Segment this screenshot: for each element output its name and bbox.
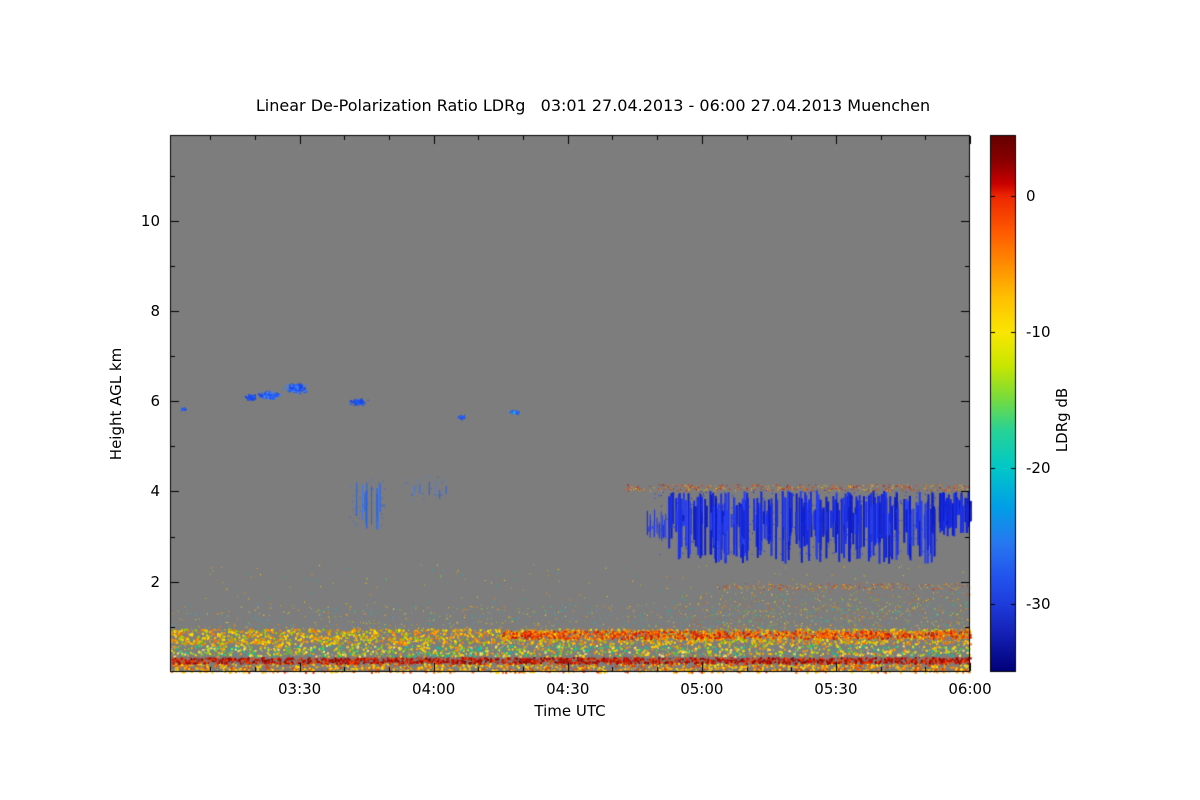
- chart-title: Linear De-Polarization Ratio LDRg 03:01 …: [255, 96, 931, 115]
- x-tick-label: 05:00: [680, 680, 724, 698]
- y-tick-label: 6: [150, 392, 160, 411]
- x-tick-label: 05:30: [814, 680, 858, 698]
- y-axis-label: Height AGL km: [107, 347, 125, 461]
- x-tick-label: 06:00: [948, 680, 992, 698]
- colorbar-tick-label: 0: [1026, 187, 1036, 206]
- x-tick-label: 04:30: [546, 680, 590, 698]
- colorbar-tick-label: -10: [1026, 323, 1051, 342]
- y-tick-label: 2: [150, 572, 160, 591]
- colorbar-tick-label: -30: [1026, 595, 1051, 614]
- y-tick-label: 10: [140, 211, 160, 230]
- x-tick-label: 04:00: [412, 680, 456, 698]
- y-tick-label: 4: [150, 482, 160, 501]
- colorbar-label: LDRg dB: [1053, 387, 1071, 453]
- x-tick-label: 03:30: [277, 680, 322, 698]
- colorbar-tick-label: -20: [1026, 459, 1051, 478]
- y-tick-label: 8: [150, 301, 160, 320]
- x-axis-label: Time UTC: [534, 702, 606, 720]
